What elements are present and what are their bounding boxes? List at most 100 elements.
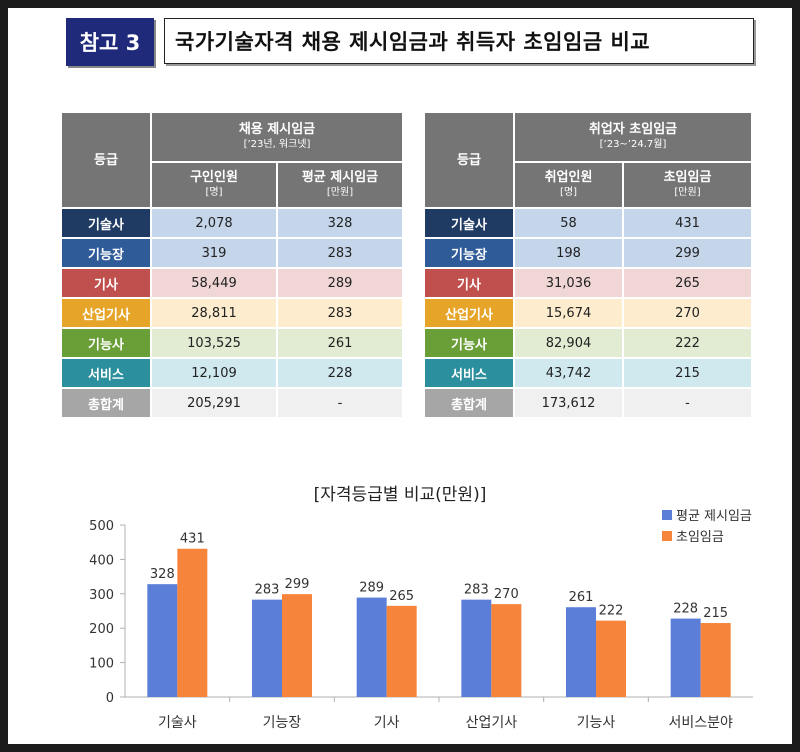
grade-header: 등급 xyxy=(425,113,513,207)
y-tick-label: 500 xyxy=(89,519,114,534)
grade-cell: 산업기사 xyxy=(425,299,513,327)
col-header-unit: [만원] xyxy=(326,187,354,198)
data-label: 283 xyxy=(464,583,489,598)
bar xyxy=(282,594,312,697)
reference-badge: 참고 3 xyxy=(66,18,154,66)
x-tick-label: 서비스분야 xyxy=(668,715,733,731)
grade-cell: 기사 xyxy=(425,269,513,297)
y-tick-label: 400 xyxy=(89,553,114,568)
count-cell: 28,811 xyxy=(152,299,276,327)
data-label: 270 xyxy=(494,587,519,602)
legend-swatch xyxy=(662,510,672,520)
recruitment-wage-table: 등급 채용 제시임금 [’23년, 워크넷] 구인인원 [명] 평균 제시임금 … xyxy=(60,111,404,419)
count-cell: 82,904 xyxy=(515,329,622,357)
col-header-count: 취업인원 [명] xyxy=(515,163,622,207)
wage-cell: - xyxy=(624,389,751,417)
starting-wage-table: 등급 취업자 초임임금 [’23~’24.7월] 취업인원 [명] 초임임금 [… xyxy=(423,111,753,419)
bar xyxy=(147,584,178,697)
x-tick-label: 기사 xyxy=(374,715,400,731)
page-title: 국가기술자격 채용 제시임금과 취득자 초임임금 비교 xyxy=(164,18,754,64)
count-cell: 12,109 xyxy=(152,359,276,387)
wage-cell: - xyxy=(278,389,402,417)
count-cell: 2,078 xyxy=(152,209,276,237)
bar xyxy=(596,620,626,697)
bar xyxy=(700,623,731,697)
wage-cell: 289 xyxy=(278,269,402,297)
wage-cell: 283 xyxy=(278,299,402,327)
group-title: 채용 제시임금 xyxy=(238,122,316,137)
col-header-unit: [명] xyxy=(205,187,223,198)
grade-cell: 서비스 xyxy=(62,359,150,387)
y-tick-label: 0 xyxy=(106,691,114,706)
data-label: 328 xyxy=(150,567,175,582)
table-row: 기사 31,036 265 xyxy=(425,269,751,297)
table-row: 기능사 82,904 222 xyxy=(425,329,751,357)
count-cell: 173,612 xyxy=(515,389,622,417)
x-tick-label: 기술사 xyxy=(158,715,197,731)
grade-header: 등급 xyxy=(62,113,150,207)
x-tick-label: 기능사 xyxy=(577,715,616,731)
grade-cell: 총합계 xyxy=(62,389,150,417)
col-header-count: 구인인원 [명] xyxy=(152,163,276,207)
bar xyxy=(386,605,417,697)
col-header-unit: [만원] xyxy=(674,187,701,198)
data-label: 261 xyxy=(569,590,594,605)
table-row: 기술사 58 431 xyxy=(425,209,751,237)
page: 참고 3 국가기술자격 채용 제시임금과 취득자 초임임금 비교 등급 채용 제… xyxy=(8,8,792,744)
wage-cell: 261 xyxy=(278,329,402,357)
data-label: 299 xyxy=(285,577,310,592)
y-tick-label: 200 xyxy=(89,622,114,637)
bar xyxy=(491,604,522,697)
count-cell: 103,525 xyxy=(152,329,276,357)
data-label: 289 xyxy=(359,581,384,596)
grade-cell: 기사 xyxy=(62,269,150,297)
grade-cell: 기능장 xyxy=(425,239,513,267)
bar xyxy=(566,607,596,697)
wage-cell: 283 xyxy=(278,239,402,267)
data-label: 222 xyxy=(599,604,624,619)
grade-cell: 기술사 xyxy=(425,209,513,237)
col-header-wage: 초임임금 [만원] xyxy=(624,163,751,207)
wage-cell: 299 xyxy=(624,239,751,267)
legend-label: 초임임금 xyxy=(676,530,724,545)
y-tick-label: 100 xyxy=(89,657,114,672)
bar xyxy=(461,599,492,697)
bar xyxy=(252,599,282,697)
col-header-label: 구인인원 xyxy=(190,170,238,185)
grade-cell: 총합계 xyxy=(425,389,513,417)
bar xyxy=(177,548,208,697)
data-label: 228 xyxy=(673,602,698,617)
data-label: 283 xyxy=(255,583,280,598)
grade-cell: 기능사 xyxy=(425,329,513,357)
x-tick-label: 산업기사 xyxy=(466,715,518,731)
table-row: 기술사 2,078 328 xyxy=(62,209,402,237)
table-row: 산업기사 15,674 270 xyxy=(425,299,751,327)
col-header-label: 평균 제시임금 xyxy=(301,170,379,185)
table-row: 기사 58,449 289 xyxy=(62,269,402,297)
group-subtitle: [’23~’24.7월] xyxy=(599,139,667,150)
wage-cell: 328 xyxy=(278,209,402,237)
col-header-label: 초임임금 xyxy=(663,170,712,185)
wage-cell: 228 xyxy=(278,359,402,387)
table-row: 기능장 198 299 xyxy=(425,239,751,267)
table-row: 서비스 12,109 228 xyxy=(62,359,402,387)
col-header-unit: [명] xyxy=(559,187,577,198)
wage-cell: 270 xyxy=(624,299,751,327)
table-row: 기능장 319 283 xyxy=(62,239,402,267)
col-header-label: 취업인원 xyxy=(544,170,593,185)
col-header-wage: 평균 제시임금 [만원] xyxy=(278,163,402,207)
bar xyxy=(356,597,387,697)
grade-cell: 산업기사 xyxy=(62,299,150,327)
bar xyxy=(670,618,701,697)
chart-title: [자격등급별 비교(만원)] xyxy=(313,485,487,505)
table-row: 기능사 103,525 261 xyxy=(62,329,402,357)
y-tick-label: 300 xyxy=(89,588,114,603)
group-header: 채용 제시임금 [’23년, 워크넷] xyxy=(152,113,402,161)
bar-chart: 0 100 200 300 400 500 328 431 기술사 283 299 기능장 289 265… xyxy=(89,509,753,731)
wage-cell: 265 xyxy=(624,269,751,297)
data-label: 265 xyxy=(389,589,414,604)
wage-cell: 215 xyxy=(624,359,751,387)
grade-cell: 기능장 xyxy=(62,239,150,267)
count-cell: 319 xyxy=(152,239,276,267)
legend-swatch xyxy=(662,531,672,541)
